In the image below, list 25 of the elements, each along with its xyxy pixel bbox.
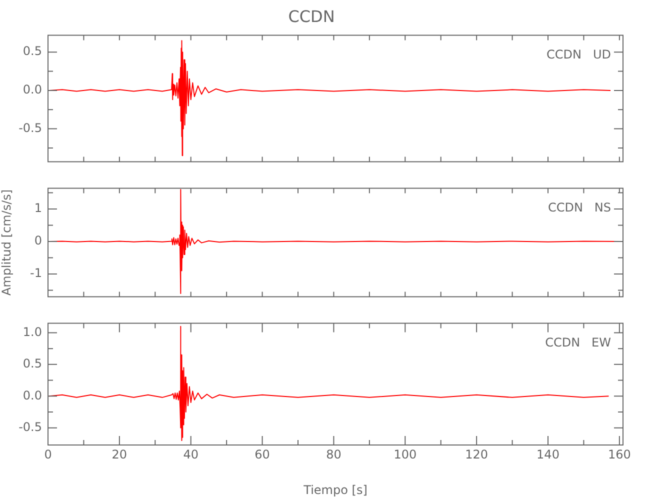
x-tick-label: 140 (536, 447, 560, 462)
annotation: CCDN EW (545, 335, 612, 350)
x-tick-label: 40 (183, 447, 198, 462)
x-tick-label: 120 (465, 447, 488, 462)
x-tick-label: 100 (394, 447, 417, 462)
chart-title: CCDN (288, 6, 335, 26)
y-tick-label: -0.5 (18, 120, 42, 135)
x-tick-label: 0 (44, 447, 52, 462)
y-tick-label: 0.0 (22, 388, 42, 402)
x-tick-label: 160 (608, 447, 631, 462)
x-tick-label: 20 (112, 447, 128, 462)
x-axis-title: Tiempo [s] (302, 482, 368, 497)
annotation: CCDN UD (546, 47, 611, 62)
y-tick-label: -0.5 (18, 420, 42, 434)
y-tick-label: 0 (34, 234, 42, 248)
annotation: CCDN NS (548, 200, 611, 214)
y-tick-label: -1 (30, 266, 42, 280)
y-tick-label: 0.5 (22, 44, 42, 58)
x-tick-label: 60 (254, 447, 270, 462)
y-tick-label: 0.5 (22, 356, 42, 371)
y-axis-title: Amplitud [cm/s/s] (0, 189, 14, 296)
y-tick-label: 1 (34, 201, 42, 216)
x-tick-label: 80 (326, 447, 342, 462)
y-tick-label: 1.0 (22, 324, 42, 339)
y-tick-label: 0.0 (22, 82, 42, 97)
